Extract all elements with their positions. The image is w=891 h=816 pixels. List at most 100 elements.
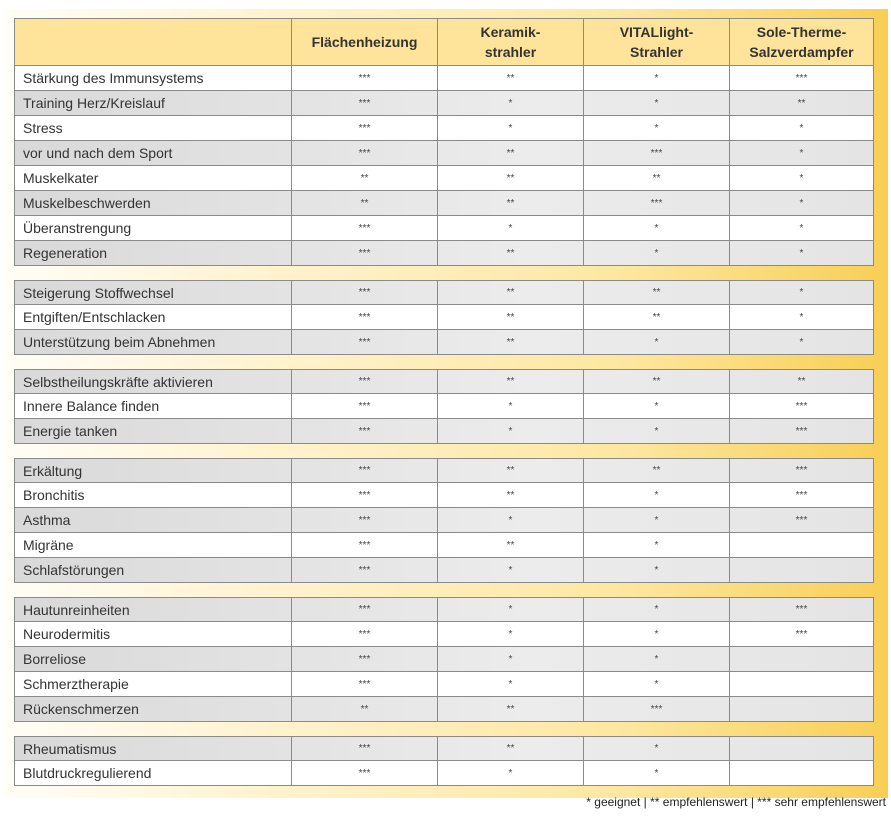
rating-cell: * bbox=[584, 558, 730, 582]
rating-cell: *** bbox=[292, 370, 438, 393]
row-label: Steigerung Stoffwechsel bbox=[15, 281, 292, 304]
row-label: Energie tanken bbox=[15, 419, 292, 443]
rating-cell bbox=[730, 533, 873, 557]
rating-cell: * bbox=[584, 761, 730, 785]
rating-cell: ** bbox=[584, 166, 730, 190]
rating-cell: * bbox=[438, 622, 584, 646]
table-row: Regeneration *** ** * * bbox=[14, 241, 874, 266]
row-label: Hautunreinheiten bbox=[15, 598, 292, 621]
row-label: Entgiften/Entschlacken bbox=[15, 305, 292, 329]
rating-cell: *** bbox=[584, 191, 730, 215]
table-row: Schlafstörungen *** * * bbox=[14, 558, 874, 583]
rating-cell: ** bbox=[438, 533, 584, 557]
row-label: Selbstheilungskräfte aktivieren bbox=[15, 370, 292, 393]
rating-cell: ** bbox=[292, 191, 438, 215]
rating-cell: ** bbox=[797, 376, 806, 387]
rating-cell: ** bbox=[584, 305, 730, 329]
rating-cell bbox=[730, 647, 873, 671]
row-label: Rückenschmerzen bbox=[15, 697, 292, 721]
rating-cell: * bbox=[799, 172, 804, 184]
rating-cell: ** bbox=[584, 459, 730, 482]
rating-cell: *** bbox=[292, 483, 438, 507]
rating-cell: *** bbox=[795, 465, 808, 476]
table-row: Entgiften/Entschlacken *** ** ** * bbox=[14, 305, 874, 330]
row-label: Blutdruckregulierend bbox=[15, 761, 292, 785]
rating-cell: * bbox=[584, 647, 730, 671]
table-row: vor und nach dem Sport *** ** *** * bbox=[14, 141, 874, 166]
rating-cell: *** bbox=[584, 697, 730, 721]
rating-cell: * bbox=[584, 508, 730, 532]
row-label: Rheumatismus bbox=[15, 737, 292, 760]
rating-cell: * bbox=[438, 116, 584, 140]
row-group: Erkältung *** ** ** *** Bronchitis *** ** * *** As… bbox=[14, 458, 874, 583]
table-row: Steigerung Stoffwechsel *** ** ** * bbox=[14, 280, 874, 305]
table-row: Energie tanken *** * * *** bbox=[14, 419, 874, 444]
row-label: Regeneration bbox=[15, 241, 292, 265]
rating-cell: * bbox=[799, 287, 804, 298]
row-label: Neurodermitis bbox=[15, 622, 292, 646]
table-row: Selbstheilungskräfte aktivieren *** ** ** ** bbox=[14, 369, 874, 394]
table-row: Asthma *** * * *** bbox=[14, 508, 874, 533]
rating-cell: *** bbox=[795, 628, 808, 640]
rating-cell: ** bbox=[292, 697, 438, 721]
rating-cell: * bbox=[584, 91, 730, 115]
table-row: Blutdruckregulierend *** * * bbox=[14, 761, 874, 786]
rating-cell: ** bbox=[438, 305, 584, 329]
rating-cell: * bbox=[584, 394, 730, 418]
rating-cell: *** bbox=[795, 72, 808, 84]
table-row: Innere Balance finden *** * * *** bbox=[14, 394, 874, 419]
rating-cell: *** bbox=[292, 116, 438, 140]
table-row: Stress *** * * * bbox=[14, 116, 874, 141]
rating-cell: *** bbox=[292, 761, 438, 785]
rating-cell: * bbox=[438, 647, 584, 671]
rating-cell: *** bbox=[292, 281, 438, 304]
table-row: Rheumatismus *** ** * bbox=[14, 736, 874, 761]
rating-cell: *** bbox=[795, 425, 808, 437]
rating-cell: ** bbox=[584, 370, 730, 393]
rating-cell: *** bbox=[795, 514, 808, 526]
rating-cell: *** bbox=[795, 400, 808, 412]
header-vitallight: VITALlight- Strahler bbox=[584, 19, 730, 65]
rating-cell: *** bbox=[292, 672, 438, 696]
row-label: Schlafstörungen bbox=[15, 558, 292, 582]
row-label: Unterstützung beim Abnehmen bbox=[15, 330, 292, 354]
table-row: Borreliose *** * * bbox=[14, 647, 874, 672]
rating-cell: *** bbox=[795, 489, 808, 501]
rating-cell: * bbox=[584, 672, 730, 696]
table-row: Muskelkater ** ** ** * bbox=[14, 166, 874, 191]
rating-cell: * bbox=[438, 558, 584, 582]
rating-cell: ** bbox=[438, 281, 584, 304]
rating-cell: ** bbox=[438, 141, 584, 165]
rating-cell: * bbox=[584, 216, 730, 240]
rating-cell: * bbox=[584, 622, 730, 646]
rating-cell: * bbox=[438, 216, 584, 240]
rating-cell: * bbox=[799, 197, 804, 209]
rating-legend: * geeignet | ** empfehlenswert | *** seh… bbox=[586, 795, 886, 809]
rating-cell: * bbox=[584, 598, 730, 621]
rating-cell: * bbox=[438, 394, 584, 418]
row-label: Erkältung bbox=[15, 459, 292, 482]
rating-cell: *** bbox=[795, 604, 808, 615]
rating-cell: ** bbox=[438, 370, 584, 393]
comparison-table: Flächenheizung Keramik- strahler VITALli… bbox=[14, 18, 874, 786]
row-label: Muskelbeschwerden bbox=[15, 191, 292, 215]
table-row: Unterstützung beim Abnehmen *** ** * * bbox=[14, 330, 874, 355]
table-row: Hautunreinheiten *** * * *** bbox=[14, 597, 874, 622]
rating-cell: ** bbox=[292, 166, 438, 190]
rating-cell: * bbox=[584, 116, 730, 140]
rating-cell: *** bbox=[292, 91, 438, 115]
rating-cell: * bbox=[438, 672, 584, 696]
rating-cell: ** bbox=[438, 330, 584, 354]
rating-cell: *** bbox=[292, 141, 438, 165]
header-sole-therme: Sole-Therme- Salzverdampfer bbox=[749, 24, 854, 60]
rating-cell: * bbox=[438, 761, 584, 785]
rating-cell: *** bbox=[292, 216, 438, 240]
rating-cell: ** bbox=[438, 166, 584, 190]
row-group: Hautunreinheiten *** * * *** Neurodermitis ***… bbox=[14, 597, 874, 722]
rating-cell: * bbox=[799, 222, 804, 234]
rating-cell: *** bbox=[292, 394, 438, 418]
table-row: Erkältung *** ** ** *** bbox=[14, 458, 874, 483]
table-header: Flächenheizung Keramik- strahler VITALli… bbox=[14, 18, 874, 66]
rating-cell: * bbox=[584, 66, 730, 90]
rating-cell: *** bbox=[292, 66, 438, 90]
